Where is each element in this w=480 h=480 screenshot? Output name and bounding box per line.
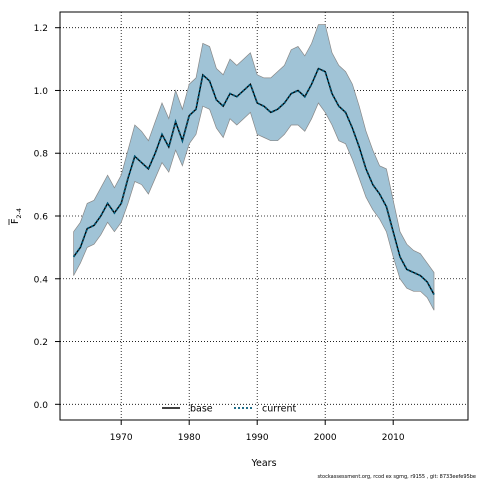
y-tick-label: 0.2 — [34, 338, 48, 348]
series-line-current — [72, 67, 435, 295]
legend-label-current: current — [262, 404, 297, 415]
y-tick-label: 0.4 — [34, 275, 49, 285]
y-axis-title-main: F — [10, 219, 21, 224]
x-axis: 1970 1980 1990 2000 2010 — [110, 420, 405, 443]
legend: base current — [162, 404, 297, 415]
footer-text: stockassessment.org, rcod ex sgmg, r9155… — [317, 474, 476, 480]
x-tick-label: 1990 — [246, 433, 269, 443]
y-tick-label: 1.0 — [34, 87, 49, 97]
legend-label-base: base — [190, 404, 213, 415]
x-axis-title: Years — [250, 458, 276, 469]
x-tick-label: 1980 — [178, 433, 201, 443]
y-tick-label: 1.2 — [34, 24, 48, 34]
confidence-band — [73, 24, 435, 311]
y-axis: 0.0 0.2 0.4 0.6 0.8 1.0 1.2 — [34, 24, 60, 411]
x-tick-label: 2000 — [314, 433, 337, 443]
svg-text:F2-4: F2-4 — [10, 208, 23, 224]
y-tick-label: 0.0 — [34, 401, 49, 411]
x-tick-label: 2010 — [382, 433, 405, 443]
y-tick-label: 0.8 — [34, 150, 49, 160]
y-axis-title: F2-4 — [8, 208, 23, 225]
y-axis-title-sub: 2-4 — [15, 208, 23, 219]
x-tick-label: 1970 — [110, 433, 133, 443]
y-tick-label: 0.6 — [34, 213, 49, 223]
